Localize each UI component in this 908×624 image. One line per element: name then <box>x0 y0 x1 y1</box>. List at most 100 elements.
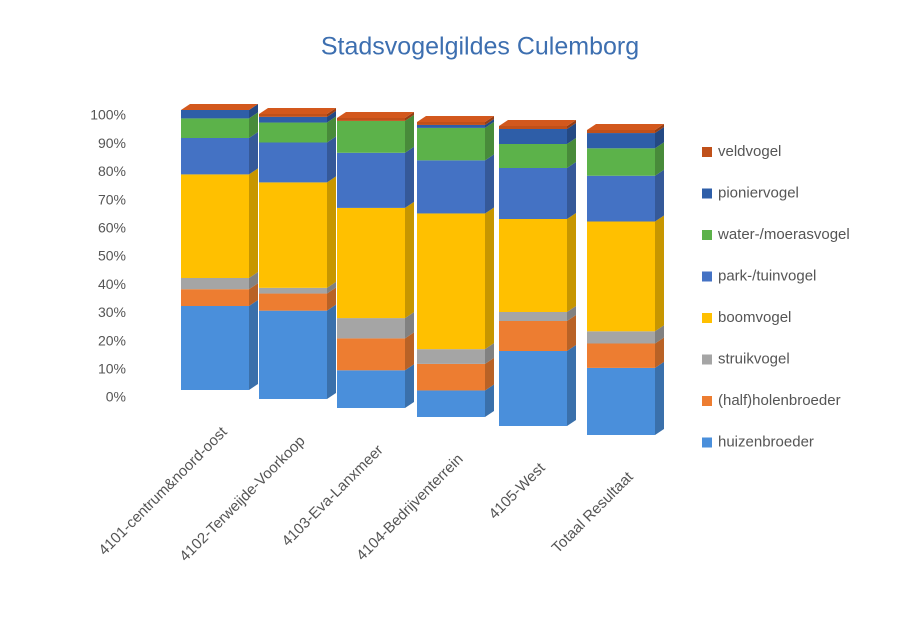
bar-segment <box>337 318 405 339</box>
y-tick-label: 30% <box>98 304 126 320</box>
bar-side <box>485 121 494 161</box>
legend-label: veldvogel <box>718 143 781 160</box>
bar-segment <box>499 144 567 168</box>
bar-segment <box>259 142 327 183</box>
bar-segment <box>499 312 567 321</box>
bar-side <box>655 124 664 134</box>
bar-side <box>567 213 576 312</box>
bar-segment <box>259 116 327 123</box>
bar-side <box>655 337 664 368</box>
bar-side <box>655 215 664 332</box>
bar-segment <box>417 127 485 161</box>
bar-segment <box>337 207 405 319</box>
bar-side <box>567 120 576 129</box>
bar-side <box>485 384 494 417</box>
chart-title: Stadsvogelgildes Culemborg <box>321 33 639 61</box>
legend-label: boomvogel <box>718 309 791 326</box>
legend-swatch <box>702 396 712 406</box>
bar-segment <box>181 289 249 306</box>
bar-side <box>327 287 336 311</box>
bar-side <box>249 168 258 278</box>
bar-side <box>405 312 414 339</box>
bar-segment <box>181 174 249 278</box>
bar-side <box>567 345 576 426</box>
bar-segment <box>181 110 249 119</box>
bar-side <box>567 306 576 321</box>
bar-top <box>417 116 494 122</box>
bar-side <box>327 176 336 288</box>
bar-segment <box>587 175 655 222</box>
bar-segment <box>499 321 567 351</box>
bar-side <box>655 142 664 176</box>
bar-side <box>485 207 494 350</box>
bar-segment <box>259 122 327 143</box>
legend-swatch <box>702 147 712 157</box>
legend-label: huizenbroeder <box>718 433 814 450</box>
y-tick-label: 100% <box>90 107 126 123</box>
y-tick-label: 70% <box>98 191 126 207</box>
bar-segment <box>417 160 485 214</box>
bar-segment <box>587 221 655 332</box>
bar-segment <box>587 367 655 435</box>
bar-top <box>587 124 664 130</box>
bar-segment <box>417 213 485 350</box>
bar-side <box>485 357 494 391</box>
bar-side <box>405 332 414 371</box>
bar-side <box>567 315 576 351</box>
bar-top <box>259 108 336 114</box>
bar-segment <box>417 349 485 364</box>
bar-segment <box>181 138 249 175</box>
legend-label: water-/moerasvogel <box>717 226 850 243</box>
bar-segment <box>587 331 655 344</box>
y-tick-label: 0% <box>106 389 126 405</box>
legend-label: struikvogel <box>718 350 790 367</box>
bar-segment <box>337 118 405 121</box>
bar-side <box>327 108 336 117</box>
bar-side <box>405 146 414 208</box>
legend-swatch <box>702 437 712 448</box>
bar-side <box>405 364 414 408</box>
bar-segment <box>587 343 655 368</box>
bar-segment <box>259 114 327 117</box>
legend-swatch <box>702 188 712 199</box>
bar-segment <box>259 287 327 294</box>
legend-label: park-/tuinvogel <box>718 267 816 284</box>
bar-top <box>337 112 414 118</box>
legend-label: pioniervogel <box>718 184 799 201</box>
bar-segment <box>337 120 405 153</box>
y-tick-label: 90% <box>98 135 126 151</box>
y-tick-label: 80% <box>98 163 126 179</box>
bar-side <box>567 138 576 168</box>
y-tick-label: 40% <box>98 276 126 292</box>
bar-segment <box>337 370 405 408</box>
bar-segment <box>259 310 327 399</box>
bar-segment <box>499 351 567 426</box>
bar-segment <box>259 293 327 311</box>
legend-swatch <box>702 313 712 323</box>
bar-side <box>655 169 664 222</box>
bar-side <box>567 123 576 144</box>
bar-side <box>567 162 576 219</box>
bar-side <box>249 132 258 175</box>
bar-segment <box>417 363 485 391</box>
bar-top <box>181 104 258 110</box>
bar-side <box>655 361 664 435</box>
bar-side <box>249 112 258 138</box>
bar-segment <box>181 306 249 390</box>
legend-swatch <box>702 271 712 282</box>
bar-side <box>485 343 494 364</box>
bar-segment <box>499 129 567 144</box>
bar-segment <box>417 124 485 128</box>
bar-side <box>249 104 258 119</box>
bar-side <box>249 272 258 290</box>
bar-side <box>655 127 664 149</box>
bar-side <box>485 118 494 128</box>
bar-side <box>655 325 664 344</box>
bar-segment <box>587 130 655 134</box>
x-tick-label: 4105-West <box>486 459 550 523</box>
bar-segment <box>259 182 327 288</box>
bar-side <box>327 304 336 399</box>
y-tick-label: 50% <box>98 248 126 264</box>
bar-side <box>405 112 414 121</box>
